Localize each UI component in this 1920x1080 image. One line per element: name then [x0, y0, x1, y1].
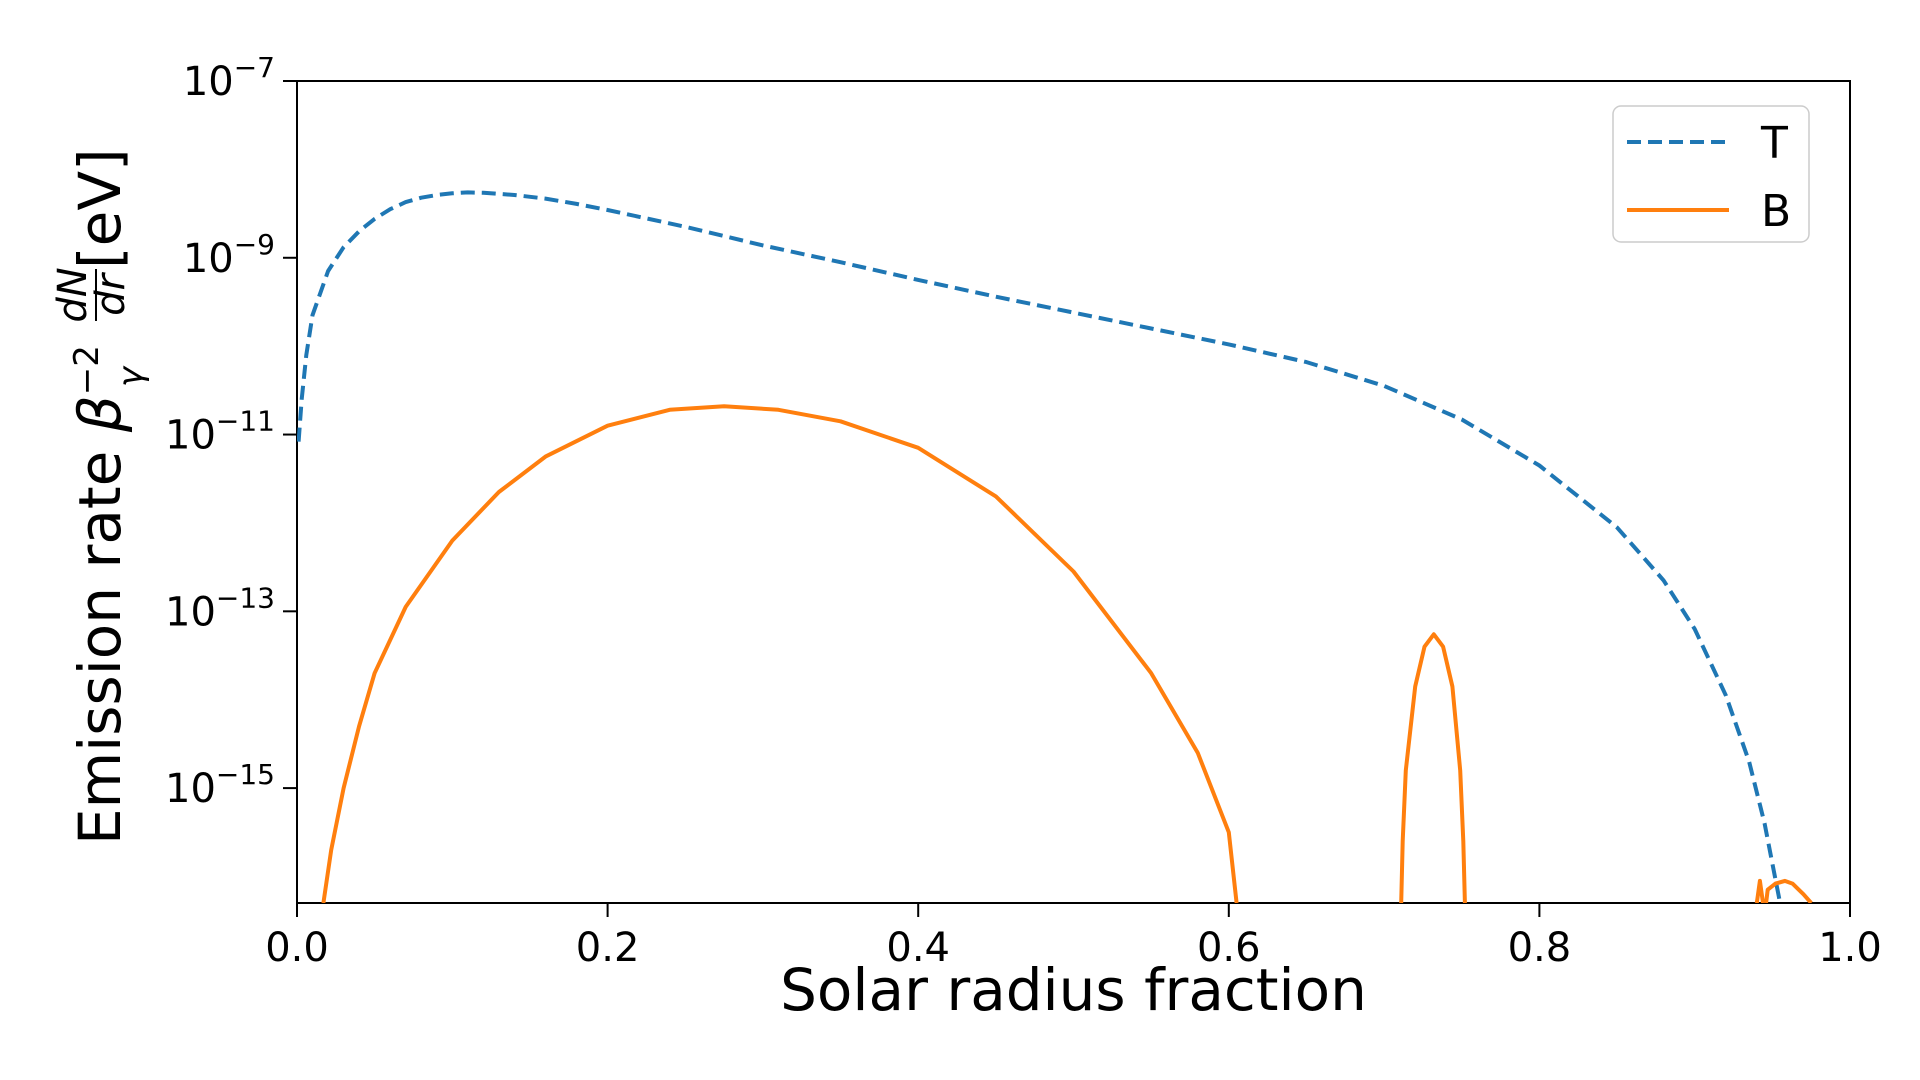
- y-axis-title-beta: β: [66, 395, 134, 433]
- x-tick-label: 1.0: [1818, 925, 1882, 971]
- y-axis-title-beta-sub: γ: [111, 365, 151, 387]
- series-T: [299, 192, 1781, 903]
- y-axis-title-prefix: Emission rate: [66, 432, 134, 845]
- y-axis-title-beta-sup: −2: [67, 345, 107, 395]
- y-axis-title-unit: [eV]: [66, 148, 134, 269]
- x-tick-label: 0.2: [576, 925, 640, 971]
- x-axis-title: Solar radius fraction: [780, 956, 1367, 1024]
- series-T-line: [299, 192, 1781, 903]
- legend-label: T: [1760, 118, 1788, 169]
- legend-label: B: [1761, 186, 1791, 237]
- y-tick-label: 10−11: [165, 405, 275, 459]
- x-tick-label: 0.0: [265, 925, 329, 971]
- y-axis-title: Emission rate β−2 γ: [66, 345, 151, 845]
- series-layer: [299, 192, 1812, 903]
- y-axis-ticks: 10−7 10−9 10−11 10−13 10−15: [165, 51, 297, 812]
- series-B-line: [1401, 634, 1465, 903]
- y-tick-label: 10−15: [165, 758, 275, 812]
- y-tick-label: 10−7: [183, 51, 275, 105]
- y-tick-label: 10−13: [165, 581, 275, 635]
- y-axis-title-fraction: dN dr: [50, 267, 134, 322]
- x-tick-label: 0.8: [1508, 925, 1572, 971]
- series-B-line: [1757, 881, 1763, 903]
- series-B-line: [323, 406, 1236, 903]
- y-tick-label: 10−9: [183, 228, 275, 282]
- series-B-line: [1766, 881, 1811, 903]
- series-B: [323, 406, 1811, 903]
- y-axis-title-frac-denominator: dr: [88, 272, 134, 316]
- legend: TB: [1613, 106, 1809, 242]
